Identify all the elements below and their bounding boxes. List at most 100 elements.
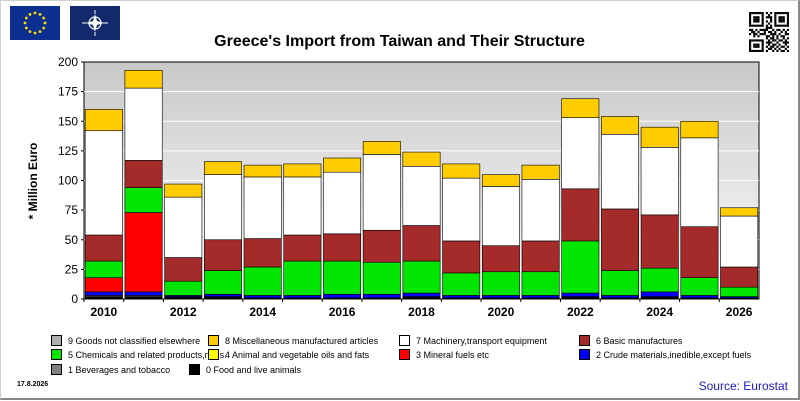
bar-segment	[442, 295, 481, 299]
date-stamp: 17.8.2026	[17, 381, 49, 388]
bar-segment	[601, 116, 639, 135]
bar-segment	[561, 188, 600, 242]
legend-swatch	[208, 349, 219, 360]
bar-segment	[124, 296, 163, 300]
bar-segment	[164, 257, 203, 282]
bar-segment	[481, 174, 520, 187]
bar-segment	[680, 120, 719, 139]
bar-segment	[204, 296, 242, 300]
bar-segment	[402, 165, 441, 226]
bar-segment	[601, 208, 639, 271]
bar-segment	[362, 141, 401, 155]
bar-segment	[362, 154, 401, 231]
y-tick-label: 200	[58, 55, 78, 69]
bar-segment	[84, 296, 123, 300]
bar-segment	[84, 109, 123, 132]
x-tick-label: 2024	[646, 305, 673, 319]
bar-segment	[362, 261, 401, 295]
legend-label: 3 Mineral fuels etc	[416, 350, 490, 360]
x-tick-label: 2010	[91, 305, 118, 319]
bar-segment	[243, 176, 282, 239]
bar-segment	[561, 296, 600, 300]
bar-segment	[204, 239, 242, 271]
bar-segment	[481, 186, 520, 246]
bar-segment	[243, 266, 282, 296]
bar-segment	[481, 245, 520, 273]
x-tick-label: 2020	[488, 305, 515, 319]
bar-segment	[323, 293, 362, 299]
legend-label: 2 Crude materials,inedible,except fuels	[596, 350, 752, 360]
y-axis-label: * Million Euro	[26, 143, 40, 220]
bar-segment	[521, 179, 560, 242]
bar-segment	[402, 260, 441, 294]
bar-segment	[124, 212, 163, 293]
bar-segment	[84, 291, 123, 296]
legend-label: 0 Food and live animals	[206, 365, 302, 375]
bar-segment	[521, 271, 560, 296]
bar-segment	[204, 293, 242, 297]
y-tick-label: 75	[65, 203, 79, 217]
bar-segment	[84, 277, 123, 293]
legend-label: 9 Goods not classified elsewhere	[68, 336, 201, 346]
bar-segment	[481, 271, 520, 296]
bar-segment	[640, 267, 679, 293]
legend-swatch	[579, 335, 590, 346]
bar-segment	[283, 295, 322, 299]
bar-segment	[402, 151, 441, 167]
y-tick-label: 100	[58, 174, 78, 188]
bar-segment	[164, 280, 203, 296]
bar-segment	[164, 183, 203, 198]
legend-swatch	[51, 335, 62, 346]
bar-segment	[164, 196, 203, 258]
y-tick-label: 25	[65, 262, 79, 276]
x-tick-label: 2012	[170, 305, 197, 319]
legend-item: 2 Crude materials,inedible,except fuels	[579, 349, 752, 361]
bar-segment	[442, 163, 481, 179]
legend-swatch	[208, 335, 219, 346]
bar-segment	[84, 260, 123, 278]
legend-label: 4 Animal and vegetable oils and fats	[225, 350, 370, 360]
bar-segment	[323, 260, 362, 295]
y-tick-label: 150	[58, 114, 78, 128]
legend-swatch	[51, 364, 62, 375]
legend-swatch	[579, 349, 590, 360]
bar-segment	[640, 214, 679, 269]
bar-segment	[362, 229, 401, 263]
bar-segment	[204, 270, 242, 295]
bar-segment	[84, 234, 123, 262]
bar-segment	[243, 164, 282, 178]
bar-segment	[402, 296, 441, 300]
legend-item: 4 Animal and vegetable oils and fats	[208, 349, 370, 361]
bar-segment	[283, 176, 322, 236]
bar-segment	[323, 171, 362, 235]
bar-segment	[561, 98, 600, 118]
legend-item: 5 Chemicals and related products,n.e.s.	[51, 349, 227, 361]
qr-code-icon	[749, 12, 790, 57]
nato-flag-icon	[70, 6, 120, 40]
bar-segment	[323, 233, 362, 262]
bar-segment	[362, 293, 401, 299]
bar-segment	[680, 226, 719, 278]
bar-segment	[204, 161, 242, 175]
bar-segment	[204, 174, 242, 241]
bar-segment	[720, 207, 759, 217]
bar-segment	[283, 234, 322, 262]
bar-segment	[521, 295, 560, 299]
legend-swatch	[399, 349, 410, 360]
bar-segment	[640, 147, 679, 216]
bar-segment	[601, 270, 639, 296]
chart-title: Greece's Import from Taiwan and Their St…	[214, 33, 585, 50]
bar-segment	[402, 292, 441, 297]
bar-segment	[640, 126, 679, 148]
legend-item: 7 Machinery,transport equipment	[399, 335, 547, 347]
bar-segment	[561, 117, 600, 190]
bar-segment	[402, 225, 441, 262]
bar-segment	[442, 272, 481, 296]
legend-item: 1 Beverages and tobacco	[51, 364, 170, 376]
source-note: Source: Eurostat	[698, 379, 788, 393]
legend-label: 7 Machinery,transport equipment	[416, 336, 547, 346]
legend-label: 6 Basic manufactures	[596, 336, 683, 346]
x-tick-label: 2026	[726, 305, 753, 319]
